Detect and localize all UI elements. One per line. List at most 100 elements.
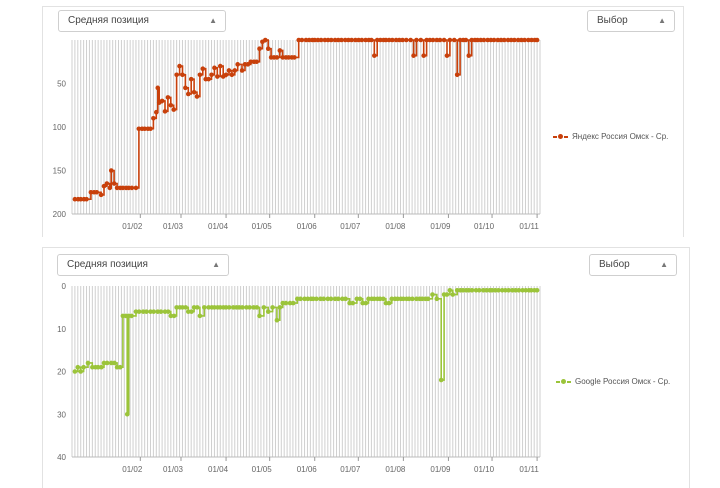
y-tick-label: 100 [53,123,67,132]
yandex-data-point [312,37,318,43]
google-data-point [81,364,86,370]
yandex-data-point [346,37,351,43]
google-data-point [430,292,435,297]
google-data-point [506,287,511,293]
yandex-data-point [335,37,341,43]
yandex-data-point [454,72,460,78]
y-tick-label: 0 [62,282,67,291]
google-data-point [314,296,319,302]
google-data-point [516,287,522,293]
google-data-point [155,309,161,314]
google-data-point [298,296,303,302]
x-tick-label: 01/10 [474,465,495,474]
x-tick-label: 01/11 [519,222,539,231]
google-data-point [377,296,383,302]
google-data-point [310,296,316,302]
x-tick-label: 01/07 [340,465,361,474]
google-data-point [101,360,107,366]
google-data-point [343,296,348,302]
yandex-data-point [457,37,463,43]
yandex-data-point [512,37,517,43]
yandex-data-point [177,63,182,69]
google-data-point [78,369,84,374]
yandex-data-point [397,37,402,43]
google-data-point [366,296,371,302]
mode-select[interactable]: Выбор ▲ [587,10,675,32]
x-tick-label: 01/04 [208,465,229,474]
select-arrows-icon: ▲ [658,16,666,25]
google-data-point [280,300,286,306]
google-data-point [85,360,91,366]
x-tick-label: 01/02 [122,222,143,231]
google-data-point [206,305,211,310]
yandex-data-point [136,126,142,132]
yandex-data-point [133,185,139,191]
x-tick-label: 01/02 [122,465,143,474]
yandex-data-point [168,102,174,108]
yandex-data-point [526,37,531,43]
yandex-data-point [306,37,312,43]
google-data-point [270,305,275,310]
mode-select[interactable]: Выбор ▲ [589,254,677,276]
yandex-data-point [191,89,197,95]
y-tick-label: 20 [57,368,66,377]
yandex-data-point [353,37,358,43]
google-data-point [469,287,475,293]
yandex-data-point [485,37,490,43]
google-data-point [523,287,529,293]
google-data-point [425,296,431,302]
yandex-data-point [501,37,507,43]
yandex-data-point [369,37,374,43]
select-arrows-icon: ▲ [209,16,217,25]
yandex-data-point [430,37,436,43]
google-data-point [129,313,134,319]
google-data-point [265,309,271,314]
yandex-data-point [418,37,424,43]
google-data-point [148,309,153,314]
y-tick-label: 30 [57,410,66,419]
grid-lines [71,286,541,457]
yandex-data-point [441,37,447,43]
google-data-point [277,305,283,310]
yandex-data-point [315,37,321,43]
google-data-point [136,309,142,314]
legend-line-icon [556,380,560,383]
google-data-point [165,309,171,314]
x-tick-label: 01/07 [340,222,361,231]
yandex-data-point [393,37,399,43]
google-data-point [357,296,363,302]
x-tick-label: 01/08 [385,222,406,231]
metric-select[interactable]: Средняя позиция ▲ [57,254,229,276]
yandex-data-point [451,37,457,43]
metric-select[interactable]: Средняя позиция ▲ [58,10,226,32]
yandex-data-point [206,76,211,82]
x-tick-label: 01/10 [474,222,495,231]
yandex-data-point [478,37,484,43]
yandex-data-point [469,37,474,43]
yandex-data-point [403,37,409,43]
y-tick-label: 150 [53,167,67,176]
yandex-data-point [188,76,194,82]
x-tick-label: 01/03 [163,222,184,231]
google-data-point [321,296,327,302]
yandex-data-point [463,37,469,43]
yandex-data-point [108,168,114,173]
x-tick-label: 01/03 [163,465,184,474]
yandex-data-point [88,189,94,195]
yandex-data-point [390,37,395,43]
yandex-data-point [408,37,413,43]
google-data-point [254,305,260,310]
yandex-data-point [505,37,511,43]
google-data-point [95,364,101,370]
google-data-point [185,309,191,314]
yandex-data-point [129,185,135,191]
google-legend: Google Россия Омск - Ср. [556,377,670,386]
yandex-data-point [78,196,84,202]
google-data-point [347,300,352,306]
yandex-data-point [322,37,328,43]
google-data-point [144,309,149,314]
yandex-data-point [296,37,302,43]
yandex-data-point [325,37,331,43]
google-data-point [201,305,207,310]
